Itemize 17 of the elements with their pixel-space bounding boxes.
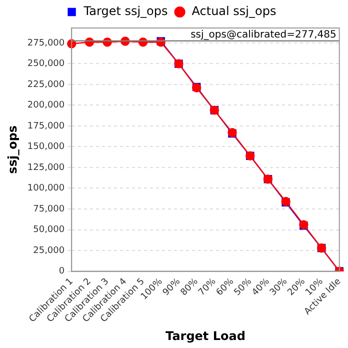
y-tick-label: 100,000 xyxy=(27,184,65,194)
y-tick-label: 275,000 xyxy=(27,38,65,48)
y-tick-label: 50,000 xyxy=(33,225,65,236)
y-tick-label: 25,000 xyxy=(33,246,65,256)
y-tick-label: 0 xyxy=(58,266,65,277)
legend-label: Actual ssj_ops xyxy=(192,4,276,18)
y-axis-title: ssj_ops xyxy=(5,125,20,174)
y-tick-label: 125,000 xyxy=(27,162,65,173)
legend-label: Target ssj_ops xyxy=(82,4,168,18)
ref-line-label: ssj_ops@calibrated=277,485 xyxy=(190,29,336,40)
y-tick-label: 250,000 xyxy=(27,59,65,70)
x-axis-title: Target Load xyxy=(166,328,246,343)
y-tick-label: 200,000 xyxy=(27,100,65,111)
y-tick-label: 150,000 xyxy=(27,142,65,152)
y-tick-label: 75,000 xyxy=(33,204,65,214)
y-tick-label: 175,000 xyxy=(27,121,65,132)
y-tick-label: 225,000 xyxy=(27,80,65,90)
